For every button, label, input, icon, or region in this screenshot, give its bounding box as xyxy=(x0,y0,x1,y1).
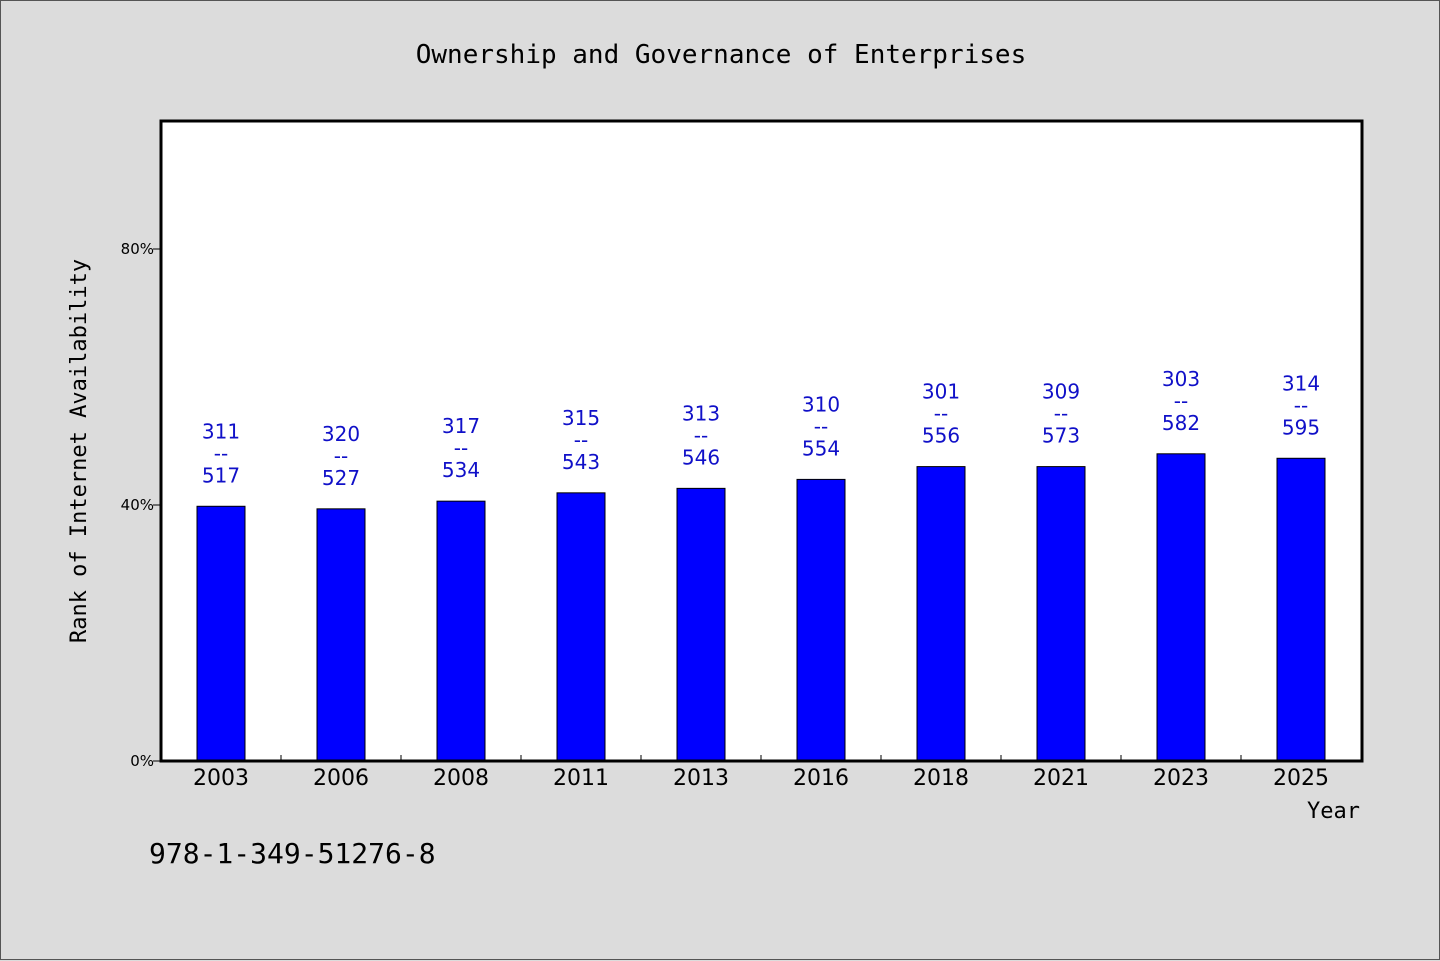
data-label-bottom-2003: 517 xyxy=(202,463,240,487)
bars-group xyxy=(196,453,1326,762)
data-label-sep-2011: -- xyxy=(574,428,588,452)
y-tick-label-40: 40% xyxy=(121,496,154,514)
data-label-top-2008: 317 xyxy=(442,414,480,438)
data-label-bottom-2025: 595 xyxy=(1282,415,1320,439)
data-label-sep-2008: -- xyxy=(454,436,468,460)
bar-2008 xyxy=(436,500,486,762)
x-tick-label-2025: 2025 xyxy=(1273,766,1329,791)
x-axis-label: Year xyxy=(1307,799,1360,824)
data-label-bottom-2023: 582 xyxy=(1162,411,1200,435)
y-axis: 0% 40% 80% xyxy=(121,240,161,770)
data-label-bottom-2008: 534 xyxy=(442,458,480,482)
bar-2018 xyxy=(916,466,966,762)
y-axis-label: Rank of Internet Availability xyxy=(67,259,92,643)
data-label-top-2018: 301 xyxy=(922,380,960,404)
bar-2016 xyxy=(796,478,846,762)
footnote-isbn: 978-1-349-51276-8 xyxy=(149,837,436,870)
bar-2013 xyxy=(676,487,726,762)
bar-2011 xyxy=(556,492,606,762)
data-label-sep-2023: -- xyxy=(1174,389,1188,413)
data-label-top-2023: 303 xyxy=(1162,367,1200,391)
x-tick-label-2011: 2011 xyxy=(553,766,609,791)
data-label-sep-2006: -- xyxy=(334,444,348,468)
x-tick-label-2021: 2021 xyxy=(1033,766,1089,791)
data-label-top-2025: 314 xyxy=(1282,371,1320,395)
data-label-bottom-2016: 554 xyxy=(802,436,840,460)
data-label-top-2016: 310 xyxy=(802,392,840,416)
data-label-sep-2018: -- xyxy=(934,402,948,426)
data-label-sep-2021: -- xyxy=(1054,402,1068,426)
data-label-top-2011: 315 xyxy=(562,406,600,430)
data-label-sep-2025: -- xyxy=(1294,393,1308,417)
data-label-top-2021: 309 xyxy=(1042,380,1080,404)
x-tick-label-2006: 2006 xyxy=(313,766,369,791)
bar-2025 xyxy=(1276,457,1326,762)
x-tick-label-2003: 2003 xyxy=(193,766,249,791)
bar-2021 xyxy=(1036,466,1086,762)
data-label-bottom-2006: 527 xyxy=(322,466,360,490)
data-label-sep-2016: -- xyxy=(814,414,828,438)
bar-2023 xyxy=(1156,453,1206,762)
x-tick-label-2016: 2016 xyxy=(793,766,849,791)
data-label-top-2013: 313 xyxy=(682,401,720,425)
bar-2006 xyxy=(316,508,366,762)
data-label-bottom-2021: 573 xyxy=(1042,424,1080,448)
y-tick-label-0: 0% xyxy=(130,752,154,770)
data-label-top-2003: 311 xyxy=(202,419,240,443)
x-tick-label-2013: 2013 xyxy=(673,766,729,791)
data-labels-group: 311--517320--527317--534315--543313--546… xyxy=(202,367,1320,490)
chart-title: Ownership and Governance of Enterprises xyxy=(416,40,1026,70)
x-tick-label-2008: 2008 xyxy=(433,766,489,791)
bar-2003 xyxy=(196,505,246,762)
data-label-bottom-2018: 556 xyxy=(922,424,960,448)
data-label-sep-2003: -- xyxy=(214,441,228,465)
x-tick-label-2018: 2018 xyxy=(913,766,969,791)
data-label-sep-2013: -- xyxy=(694,423,708,447)
x-tick-label-2023: 2023 xyxy=(1153,766,1209,791)
data-label-bottom-2011: 543 xyxy=(562,450,600,474)
data-label-top-2006: 320 xyxy=(322,422,360,446)
x-axis: 2003 2006 2008 2011 2013 2016 2018 2021 2023 2025 xyxy=(193,755,1329,791)
data-label-bottom-2013: 546 xyxy=(682,445,720,469)
y-tick-label-80: 80% xyxy=(121,240,154,258)
